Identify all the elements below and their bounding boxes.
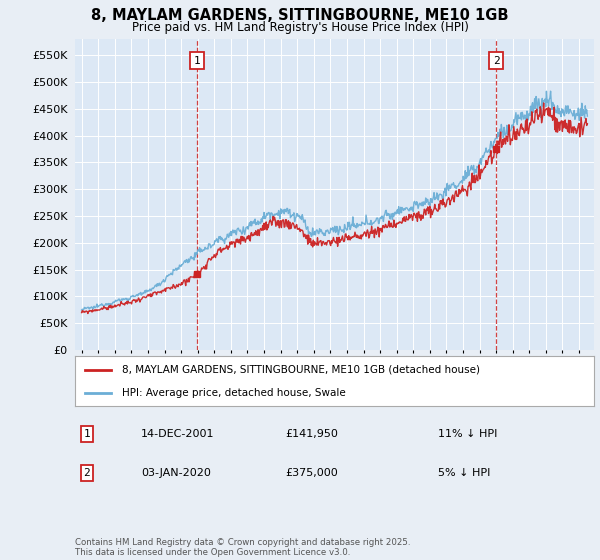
Text: 2: 2 [83, 468, 91, 478]
Text: HPI: Average price, detached house, Swale: HPI: Average price, detached house, Swal… [122, 389, 346, 398]
Text: 11% ↓ HPI: 11% ↓ HPI [438, 429, 497, 439]
Text: 5% ↓ HPI: 5% ↓ HPI [438, 468, 490, 478]
Text: 1: 1 [83, 429, 91, 439]
Text: £141,950: £141,950 [286, 429, 338, 439]
Text: 8, MAYLAM GARDENS, SITTINGBOURNE, ME10 1GB: 8, MAYLAM GARDENS, SITTINGBOURNE, ME10 1… [91, 8, 509, 24]
Text: 8, MAYLAM GARDENS, SITTINGBOURNE, ME10 1GB (detached house): 8, MAYLAM GARDENS, SITTINGBOURNE, ME10 1… [122, 365, 480, 375]
Text: 2: 2 [493, 55, 500, 66]
Text: £375,000: £375,000 [286, 468, 338, 478]
Text: Contains HM Land Registry data © Crown copyright and database right 2025.
This d: Contains HM Land Registry data © Crown c… [75, 538, 410, 557]
Text: 03-JAN-2020: 03-JAN-2020 [141, 468, 211, 478]
Text: 14-DEC-2001: 14-DEC-2001 [141, 429, 215, 439]
Text: 1: 1 [194, 55, 200, 66]
Text: Price paid vs. HM Land Registry's House Price Index (HPI): Price paid vs. HM Land Registry's House … [131, 21, 469, 34]
